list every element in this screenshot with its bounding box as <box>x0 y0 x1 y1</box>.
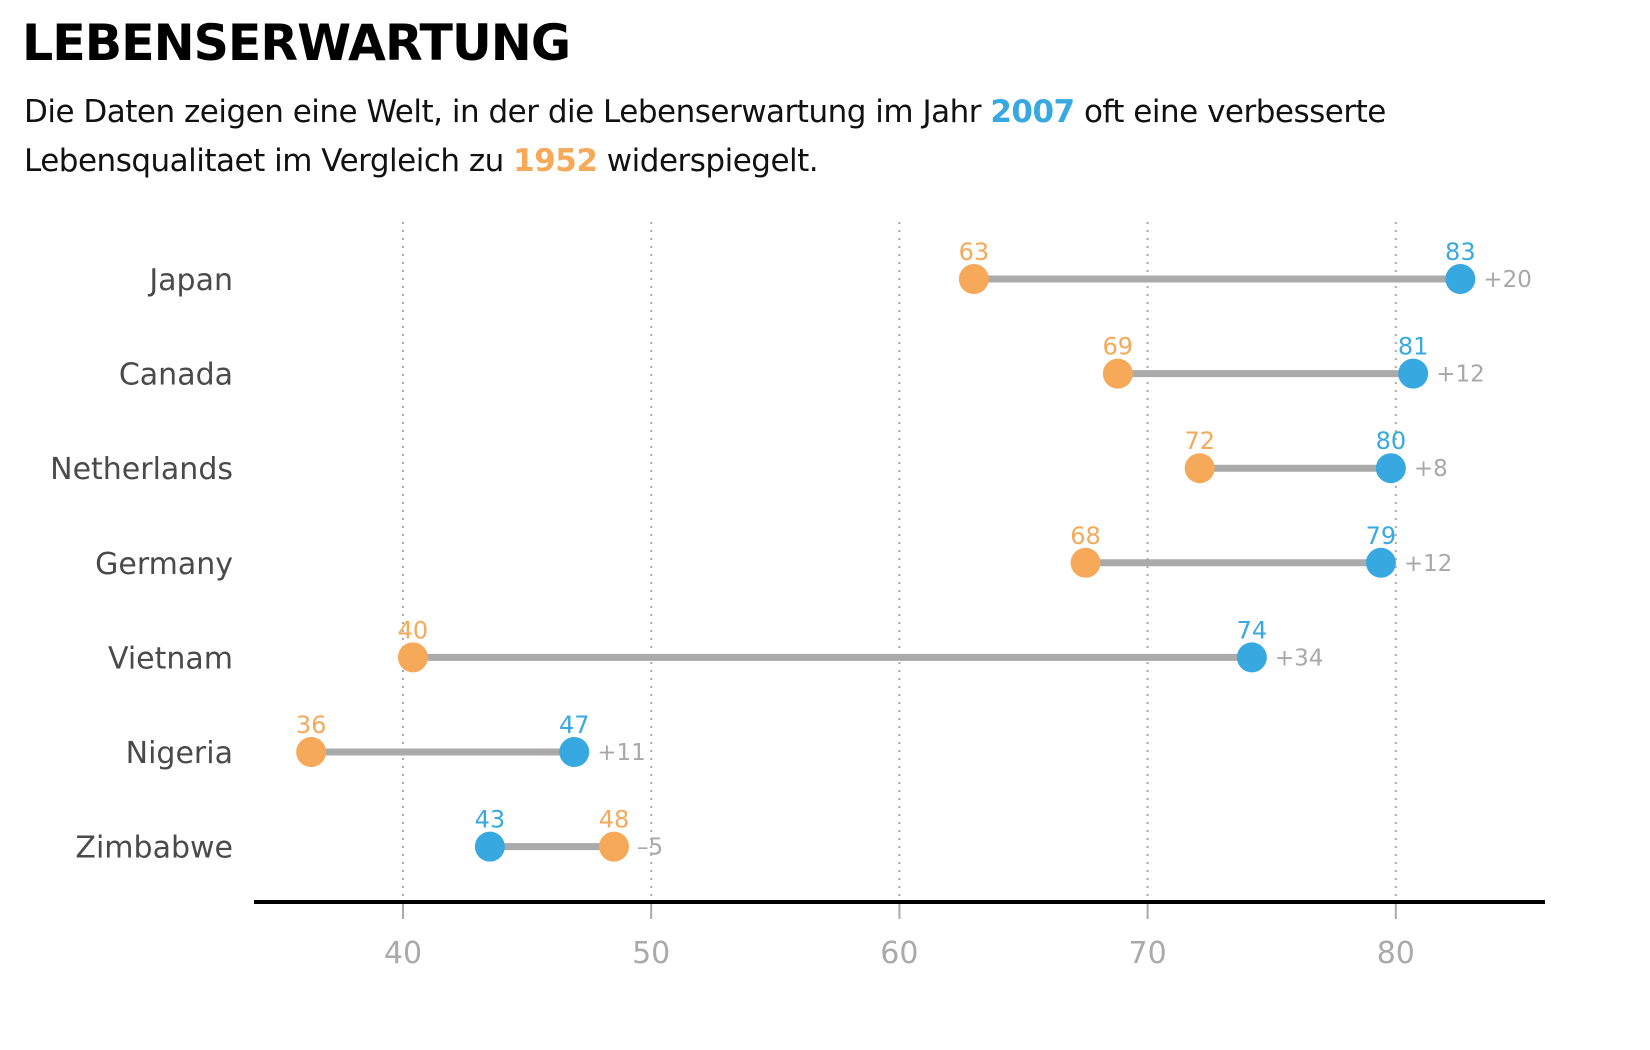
difference-label: +12 <box>1436 362 1485 388</box>
value-label-2007: 81 <box>1398 333 1429 361</box>
dot-2007 <box>1445 264 1476 294</box>
country-label: Nigeria <box>126 736 233 771</box>
row-japan: Japan 63 83 +20 <box>147 238 1532 298</box>
country-label: Japan <box>147 263 233 298</box>
row-germany: Germany 68 79 +12 <box>95 522 1452 582</box>
subtitle-text-1: Die Daten zeigen eine Welt, in der die L… <box>24 94 991 130</box>
x-tick-label-70: 70 <box>1129 936 1167 971</box>
row-vietnam: Vietnam 40 74 +34 <box>108 616 1323 676</box>
dot-1952 <box>296 737 327 767</box>
country-label: Vietnam <box>108 641 233 676</box>
x-tick-label-40: 40 <box>384 936 422 971</box>
dot-2007 <box>1365 547 1396 578</box>
row-zimbabwe: Zimbabwe 48 43 –5 <box>75 806 663 866</box>
dot-1952 <box>1070 547 1101 578</box>
subtitle-year-1952: 1952 <box>513 143 598 179</box>
value-label-1952: 68 <box>1070 522 1101 550</box>
difference-label: +8 <box>1414 456 1448 482</box>
subtitle-text-3: widerspiegelt. <box>597 143 819 179</box>
dot-2007 <box>559 737 590 767</box>
row-canada: Canada 69 81 +12 <box>119 333 1485 393</box>
dot-2007 <box>1375 453 1406 484</box>
value-label-2007: 83 <box>1445 238 1476 266</box>
country-label: Germany <box>95 547 233 582</box>
chart-title: LEBENSERWARTUNG <box>22 14 571 72</box>
dot-2007 <box>1236 642 1267 673</box>
row-netherlands: Netherlands 72 80 +8 <box>50 427 1448 487</box>
value-label-2007: 43 <box>475 806 506 834</box>
difference-label: +20 <box>1483 267 1532 293</box>
value-label-1952: 36 <box>296 711 327 739</box>
x-tick-label-60: 60 <box>880 936 918 971</box>
dot-1952 <box>1102 358 1133 389</box>
subtitle-year-2007: 2007 <box>990 94 1075 130</box>
x-tick-label-50: 50 <box>632 936 670 971</box>
dot-2007 <box>1398 358 1429 389</box>
x-axis: 40 50 60 70 80 <box>254 900 1545 971</box>
chart-subtitle: Die Daten zeigen eine Welt, in der die L… <box>24 88 1524 186</box>
difference-label: +12 <box>1404 551 1453 577</box>
dot-1952 <box>397 642 428 673</box>
row-nigeria: Nigeria 36 47 +11 <box>126 711 646 771</box>
country-label: Canada <box>119 358 233 393</box>
x-tick-label-80: 80 <box>1377 936 1415 971</box>
difference-label: –5 <box>637 835 663 861</box>
difference-label: +34 <box>1275 645 1324 671</box>
country-label: Zimbabwe <box>75 831 233 866</box>
dot-1952 <box>958 264 989 294</box>
value-label-1952: 69 <box>1103 333 1134 361</box>
value-label-2007: 74 <box>1237 616 1268 644</box>
value-label-1952: 72 <box>1184 427 1215 455</box>
value-label-2007: 80 <box>1376 427 1407 455</box>
value-label-1952: 40 <box>398 616 429 644</box>
difference-label: +11 <box>597 740 646 766</box>
subtitle-text-2: oft eine verbesserte Lebensqualitaet im … <box>24 94 1386 179</box>
value-label-2007: 47 <box>559 711 590 739</box>
value-label-2007: 79 <box>1366 522 1397 550</box>
grid-lines <box>402 222 1397 899</box>
dot-1952 <box>598 831 629 862</box>
value-label-1952: 63 <box>959 238 990 266</box>
dot-2007 <box>474 831 505 862</box>
chart-rows: Japan 63 83 +20 Canada 69 81 +12 Netherlands 72 80… <box>50 238 1532 866</box>
dot-1952 <box>1184 453 1215 484</box>
country-label: Netherlands <box>50 452 233 487</box>
value-label-1952: 48 <box>599 806 630 834</box>
